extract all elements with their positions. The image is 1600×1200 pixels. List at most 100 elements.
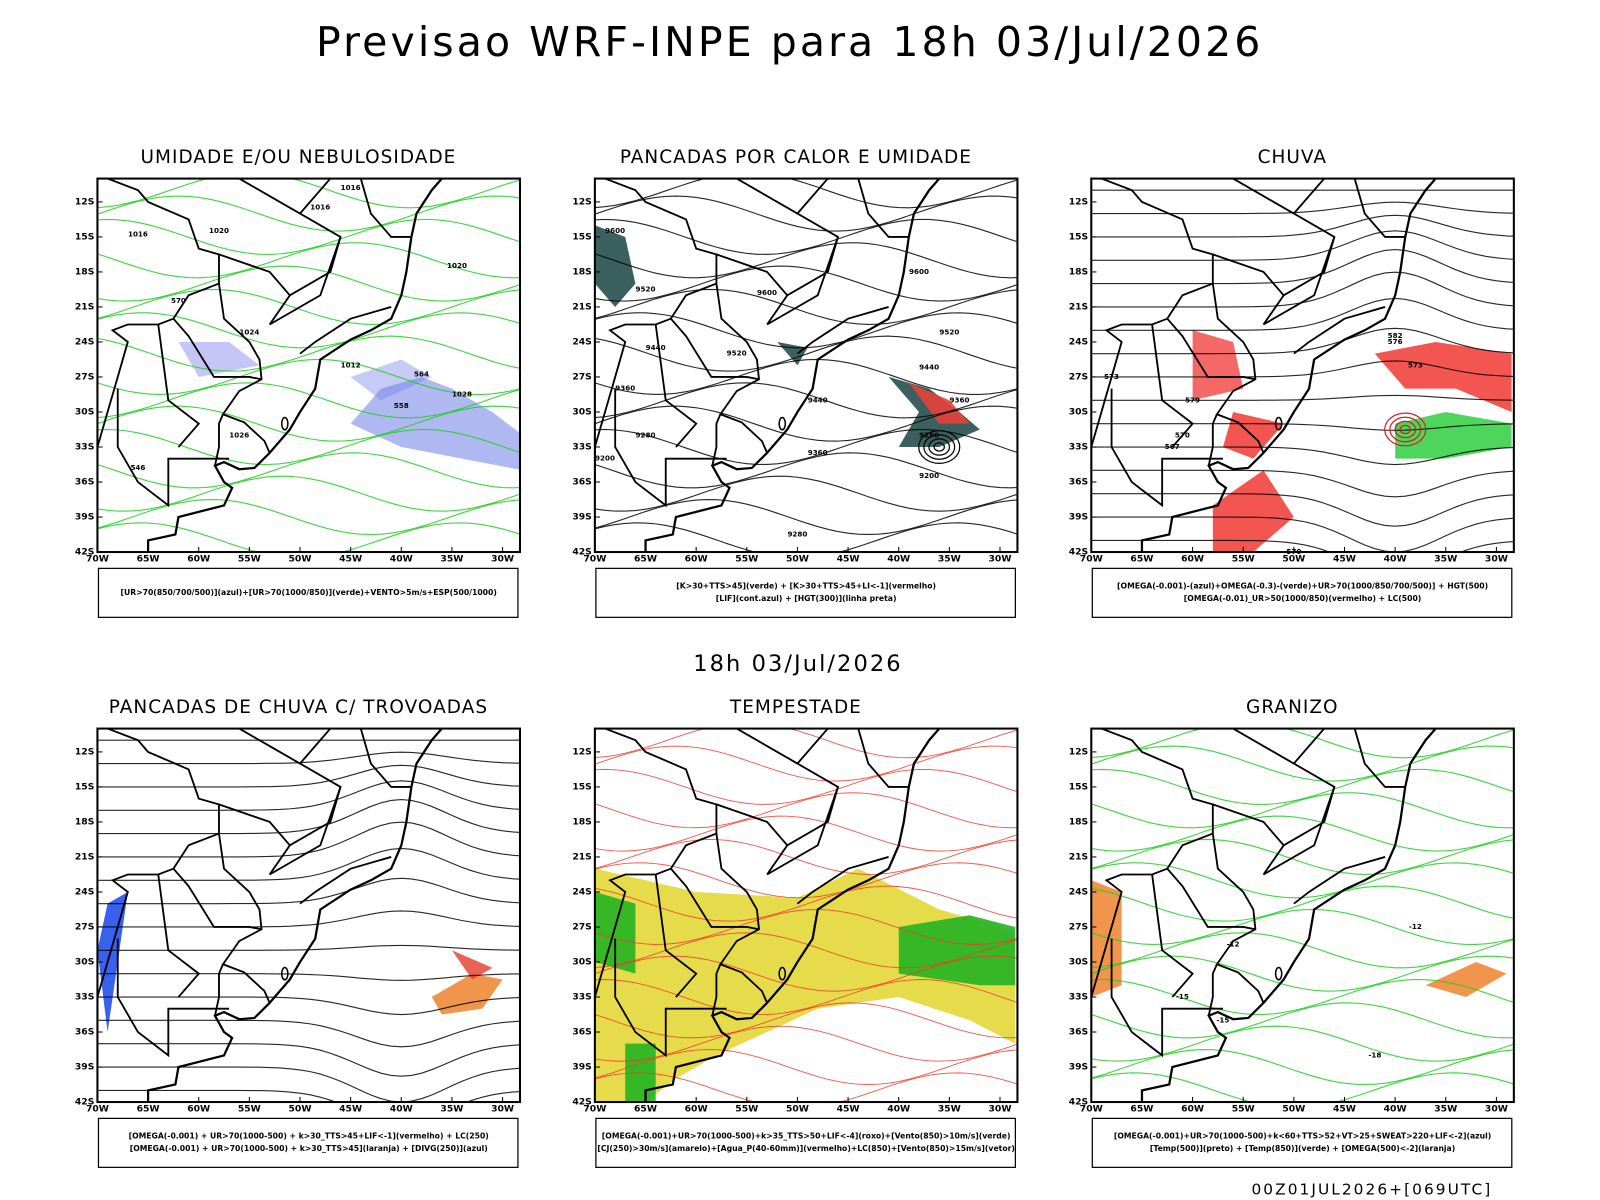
border [299, 856, 392, 905]
contour-line [97, 973, 520, 981]
legend-text: [OMEGA(-0.001) + UR>70(1000-500) + k>30_… [129, 1132, 489, 1141]
contour-line [97, 358, 520, 396]
contour-line [97, 335, 520, 372]
contour-label: 579 [1185, 395, 1200, 404]
lon-label: 45W [1333, 1104, 1356, 1115]
contour-label: 9600 [909, 267, 929, 276]
contour-line [594, 405, 1018, 442]
contour-line [594, 288, 1018, 326]
border [157, 324, 201, 448]
coastline [1140, 178, 1437, 553]
lat-label: 42S [572, 1097, 591, 1108]
border [1166, 318, 1256, 381]
field-shading [1374, 341, 1512, 413]
contour-label: 558 [394, 401, 409, 410]
map-background [594, 178, 1018, 553]
lat-label: 21S [1069, 301, 1088, 312]
contour-line [594, 1072, 1018, 1103]
lat-label: 12S [75, 196, 94, 207]
lat-label: 42S [1069, 1097, 1088, 1108]
field-shading [431, 973, 503, 1015]
low-center [1389, 416, 1422, 443]
low-center [923, 434, 956, 460]
lon-label: 60W [187, 554, 210, 565]
field-shading [350, 376, 520, 470]
lon-label: 50W [786, 1104, 809, 1115]
contour-line [1091, 297, 1514, 331]
border [796, 306, 889, 355]
border [268, 786, 342, 876]
contour-line [97, 312, 520, 349]
lon-label: 35W [938, 554, 961, 565]
lat-label: 15S [1069, 781, 1088, 792]
border [359, 178, 412, 238]
lat-label: 12S [572, 196, 591, 207]
lon-label: 45W [339, 1104, 362, 1115]
lat-label: 21S [572, 301, 591, 312]
map-frame [96, 727, 522, 1104]
contour-line [97, 944, 520, 951]
lon-label: 50W [289, 554, 312, 565]
lat-label: 36S [1069, 1027, 1088, 1038]
border [359, 728, 412, 788]
lon-label: 30W [1485, 1104, 1508, 1115]
border [157, 874, 201, 998]
lon-label: 70W [86, 1104, 109, 1115]
legend-text: [OMEGA(-0.001)+UR>70(1000-500)+k>35_TTS>… [602, 1132, 1011, 1141]
contour-line [1091, 768, 1514, 805]
contour-line [1091, 978, 1514, 1016]
contour-line [97, 428, 520, 466]
border [766, 786, 839, 876]
lon-label: 45W [837, 554, 860, 565]
contour-label: 576 [1388, 337, 1403, 346]
border [214, 413, 224, 466]
contour-line [594, 218, 1018, 255]
border [654, 324, 698, 448]
border [716, 253, 788, 296]
lat-label: 30S [1069, 407, 1088, 418]
legend-text: [CJ(250)>30m/s](amarelo)+[Agua_P(40-60mm… [597, 1144, 1014, 1153]
lat-label: 15S [572, 781, 591, 792]
border [711, 963, 722, 1016]
contour-line [97, 475, 520, 512]
lon-label: 60W [1181, 554, 1204, 565]
contour-line [594, 265, 1018, 302]
contour-line [97, 242, 520, 279]
lat-label: 12S [1069, 196, 1088, 207]
contour-label: 573 [1408, 360, 1423, 369]
contour-line [594, 955, 1018, 992]
legend-text: [Temp(500)](preto) + [Temp(850)](verde) … [1150, 1144, 1455, 1153]
lat-label: 12S [75, 746, 94, 757]
border [107, 178, 271, 454]
contour-label: 9360 [808, 448, 828, 457]
lat-label: 27S [75, 921, 94, 932]
contour-line [594, 335, 1018, 372]
contour-label: 9280 [636, 430, 656, 439]
lat-label: 39S [1069, 1062, 1088, 1073]
lat-label: 33S [572, 992, 591, 1003]
lon-label: 55W [1232, 1104, 1255, 1115]
panel-title: UMIDADE E/OU NEBULOSIDADE [141, 147, 457, 168]
lagoa [280, 416, 289, 431]
legend-box [97, 567, 519, 618]
contour-line [594, 815, 1018, 852]
contour-line [97, 452, 520, 489]
lon-label: 30W [989, 554, 1012, 565]
contour-line [97, 265, 520, 302]
lon-label: 65W [634, 1104, 657, 1115]
subtitle: 18h 03/Jul/2026 [693, 651, 902, 677]
low-center [1399, 424, 1411, 435]
contour-label: 1026 [229, 430, 249, 439]
contour-line [97, 821, 520, 858]
lon-label: 70W [583, 554, 606, 565]
lagoa [778, 966, 787, 981]
contour-line [1091, 955, 1514, 992]
lat-label: 33S [75, 442, 94, 453]
lon-label: 40W [887, 554, 910, 565]
border [107, 728, 271, 1004]
contour-line [594, 909, 1018, 945]
contour-line [97, 195, 520, 232]
contour-line [594, 768, 1018, 805]
lon-label: 60W [1181, 1104, 1204, 1115]
lat-label: 27S [1069, 371, 1088, 382]
